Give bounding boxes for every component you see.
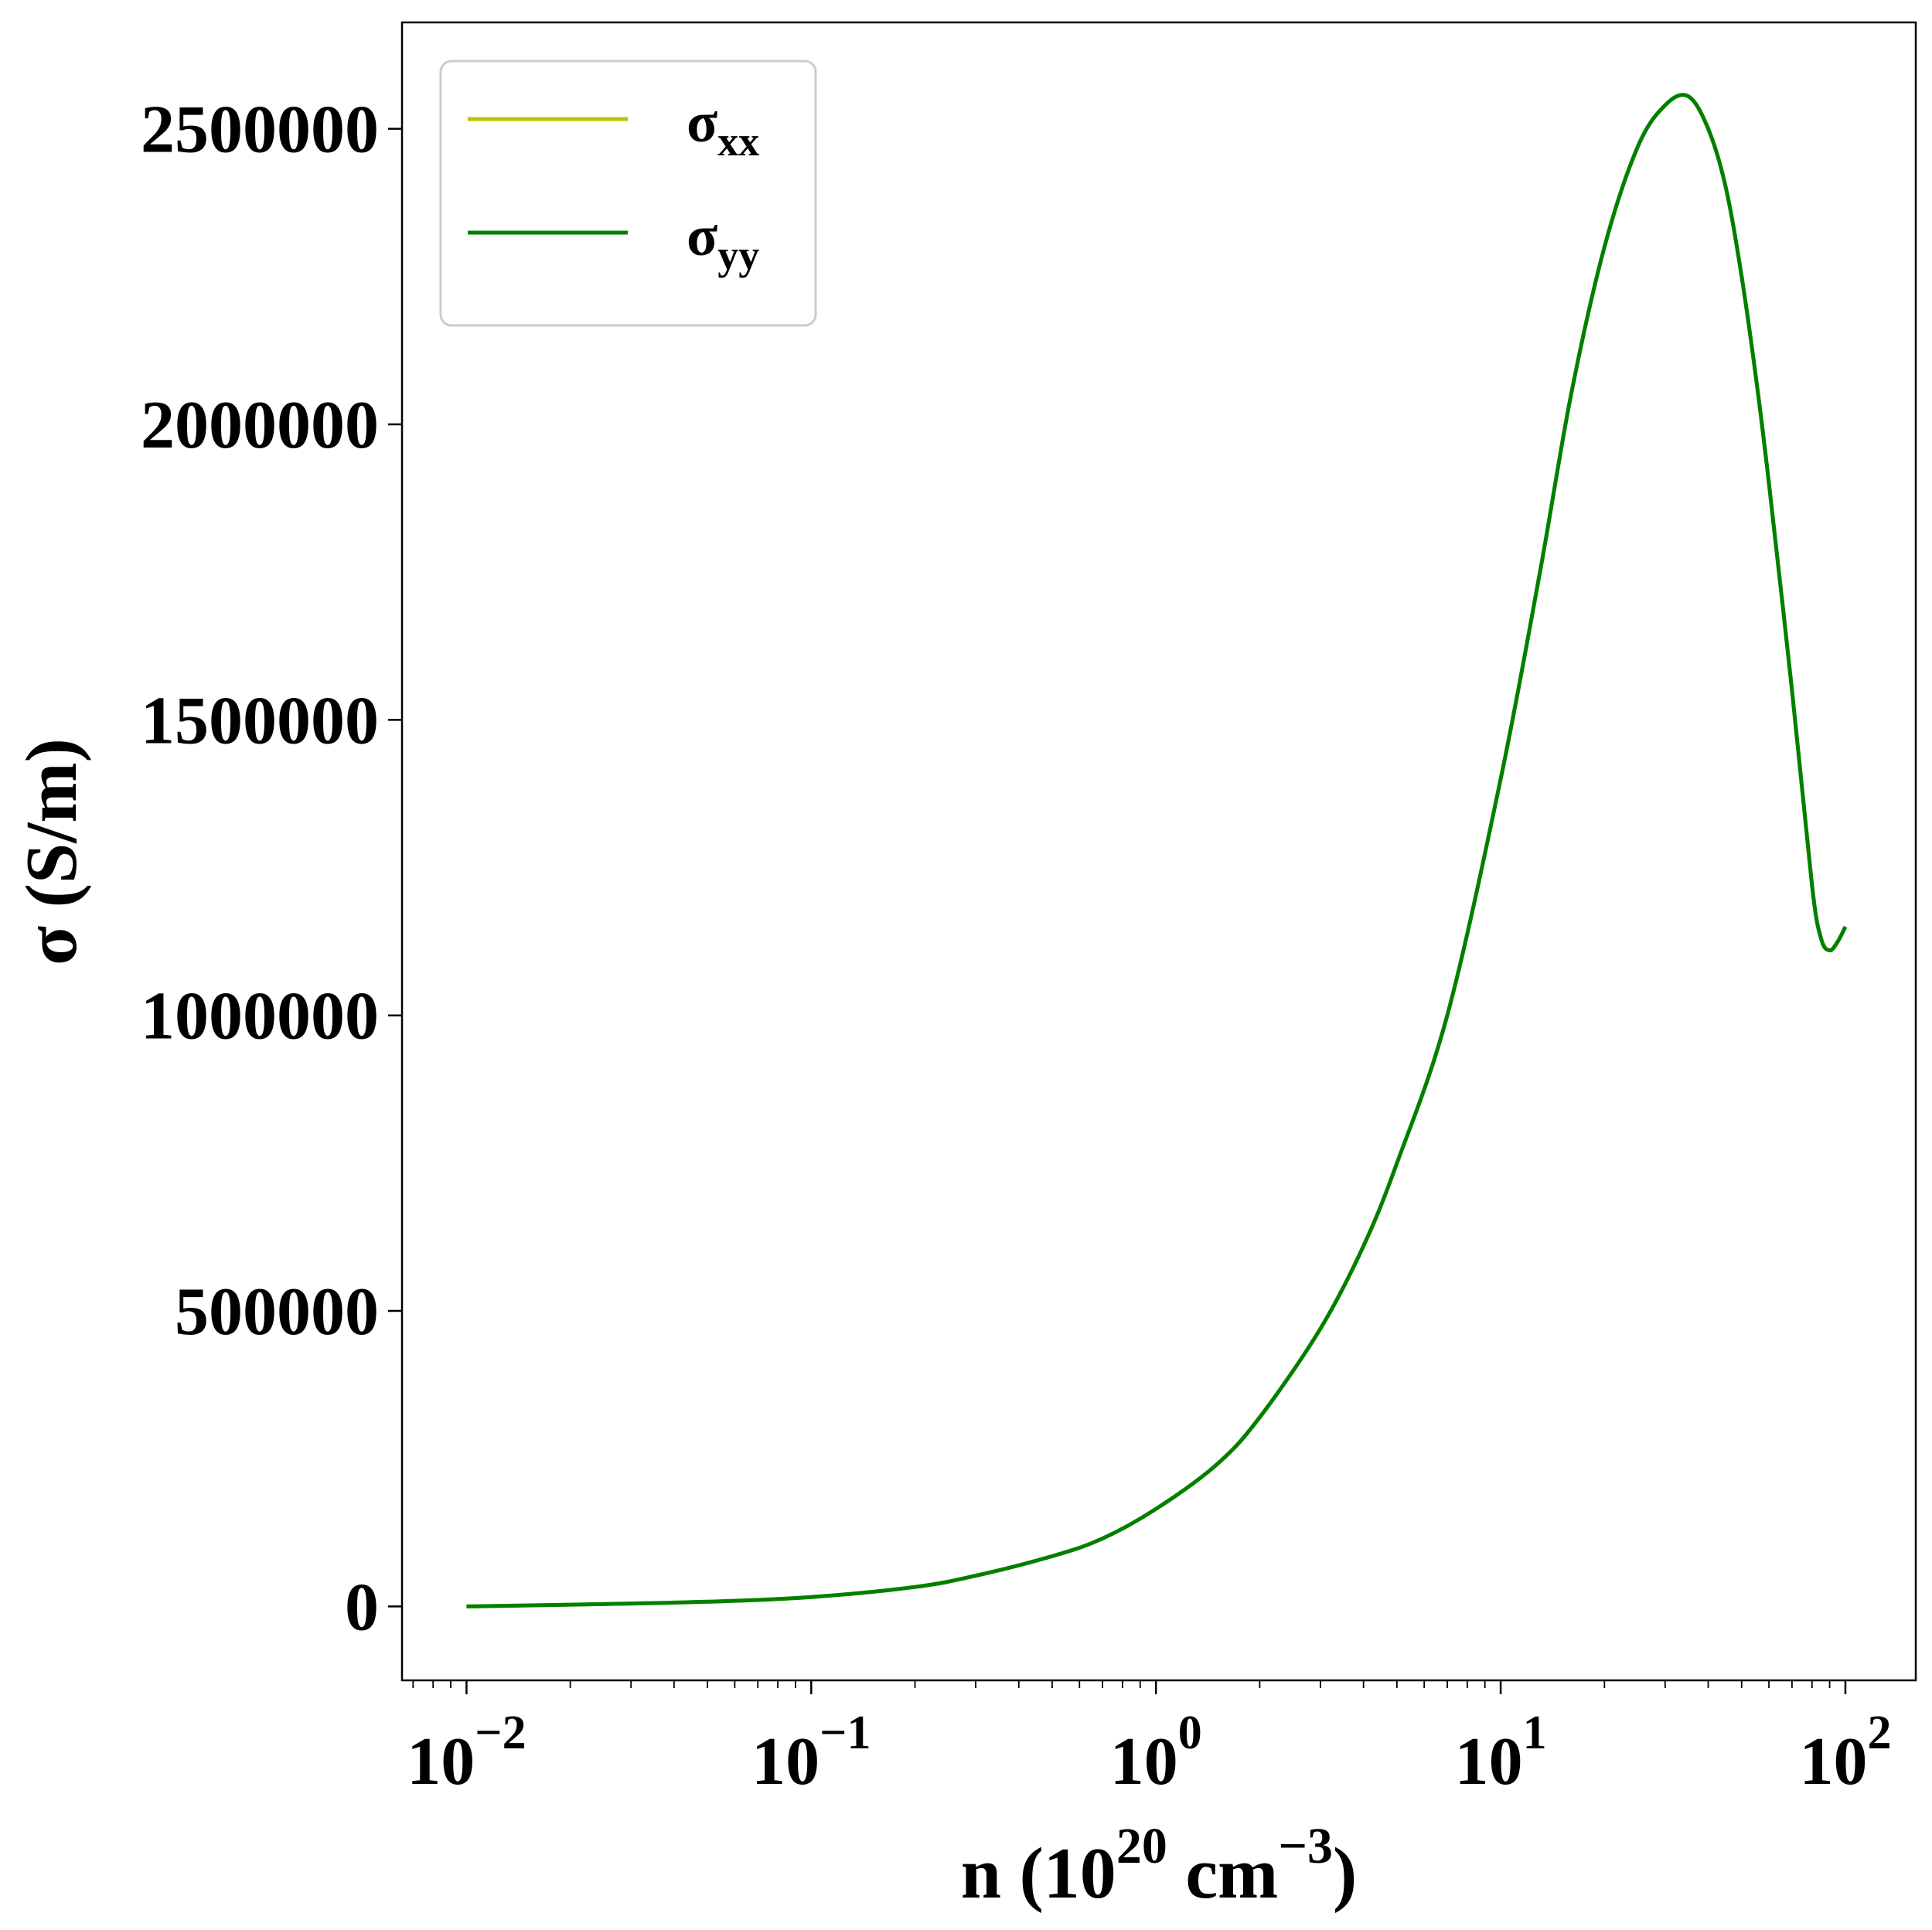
x-tick-label-exponent-1: −1 [819,1707,871,1759]
x-axis-label-exponent-2: −3 [1278,1818,1333,1874]
x-tick-label-exponent-4: 2 [1867,1707,1891,1759]
series-layer [466,93,1848,1608]
x-tick-label-base-3: 10 [1455,1724,1523,1799]
x-tick-label-exponent-3: 1 [1523,1707,1547,1759]
y-axis-ticks: 0 500000 1000000 1500000 2000000 2500000 [141,93,402,1645]
legend-label-sigma-yy: σyy [687,205,759,278]
x-tick-label-4: 102 [1799,1707,1891,1799]
y-tick-label-5: 2500000 [141,93,379,168]
legend-label-sigma-xx-main: σ [687,91,717,155]
y-tick-label-2: 1000000 [141,979,379,1054]
y-tick-label-0: 0 [345,1570,379,1645]
y-tick-label-4: 2000000 [141,388,379,463]
y-tick-label-1: 500000 [175,1275,379,1350]
x-axis-label-exponent-1: 20 [1116,1818,1167,1874]
legend: σxx σyy [439,60,817,327]
legend-label-sigma-yy-main: σ [687,205,717,268]
x-tick-label-3: 101 [1455,1707,1547,1799]
x-tick-label-exponent-0: −2 [475,1707,526,1759]
legend-label-sigma-xx: σxx [687,91,759,165]
y-axis-label: σ (S/m) [12,738,92,965]
x-axis-label-end: ) [1333,1833,1357,1914]
x-tick-label-base-1: 10 [751,1724,819,1799]
x-tick-label-1: 10−1 [751,1707,871,1799]
x-axis-label: n (1020 cm−3) [961,1818,1358,1914]
x-axis-label-mid: cm [1167,1833,1279,1914]
x-tick-label-2: 100 [1110,1707,1202,1799]
x-tick-label-base-4: 10 [1799,1724,1867,1799]
x-tick-label-base-0: 10 [407,1724,475,1799]
x-axis-label-base: n (10 [961,1833,1116,1914]
x-tick-label-0: 10−2 [407,1707,526,1799]
y-tick-label-3: 1500000 [141,683,379,758]
x-axis-ticks: 10−2 10−1 100 101 102 [407,1680,1891,1799]
legend-label-sigma-yy-sub: yy [717,232,759,278]
legend-label-sigma-xx-sub: xx [717,118,759,165]
series-line-1 [466,93,1848,1608]
plot-frame [400,21,1917,1682]
x-tick-label-exponent-2: 0 [1178,1707,1202,1759]
x-tick-label-base-2: 10 [1110,1724,1178,1799]
legend-box [439,60,817,327]
